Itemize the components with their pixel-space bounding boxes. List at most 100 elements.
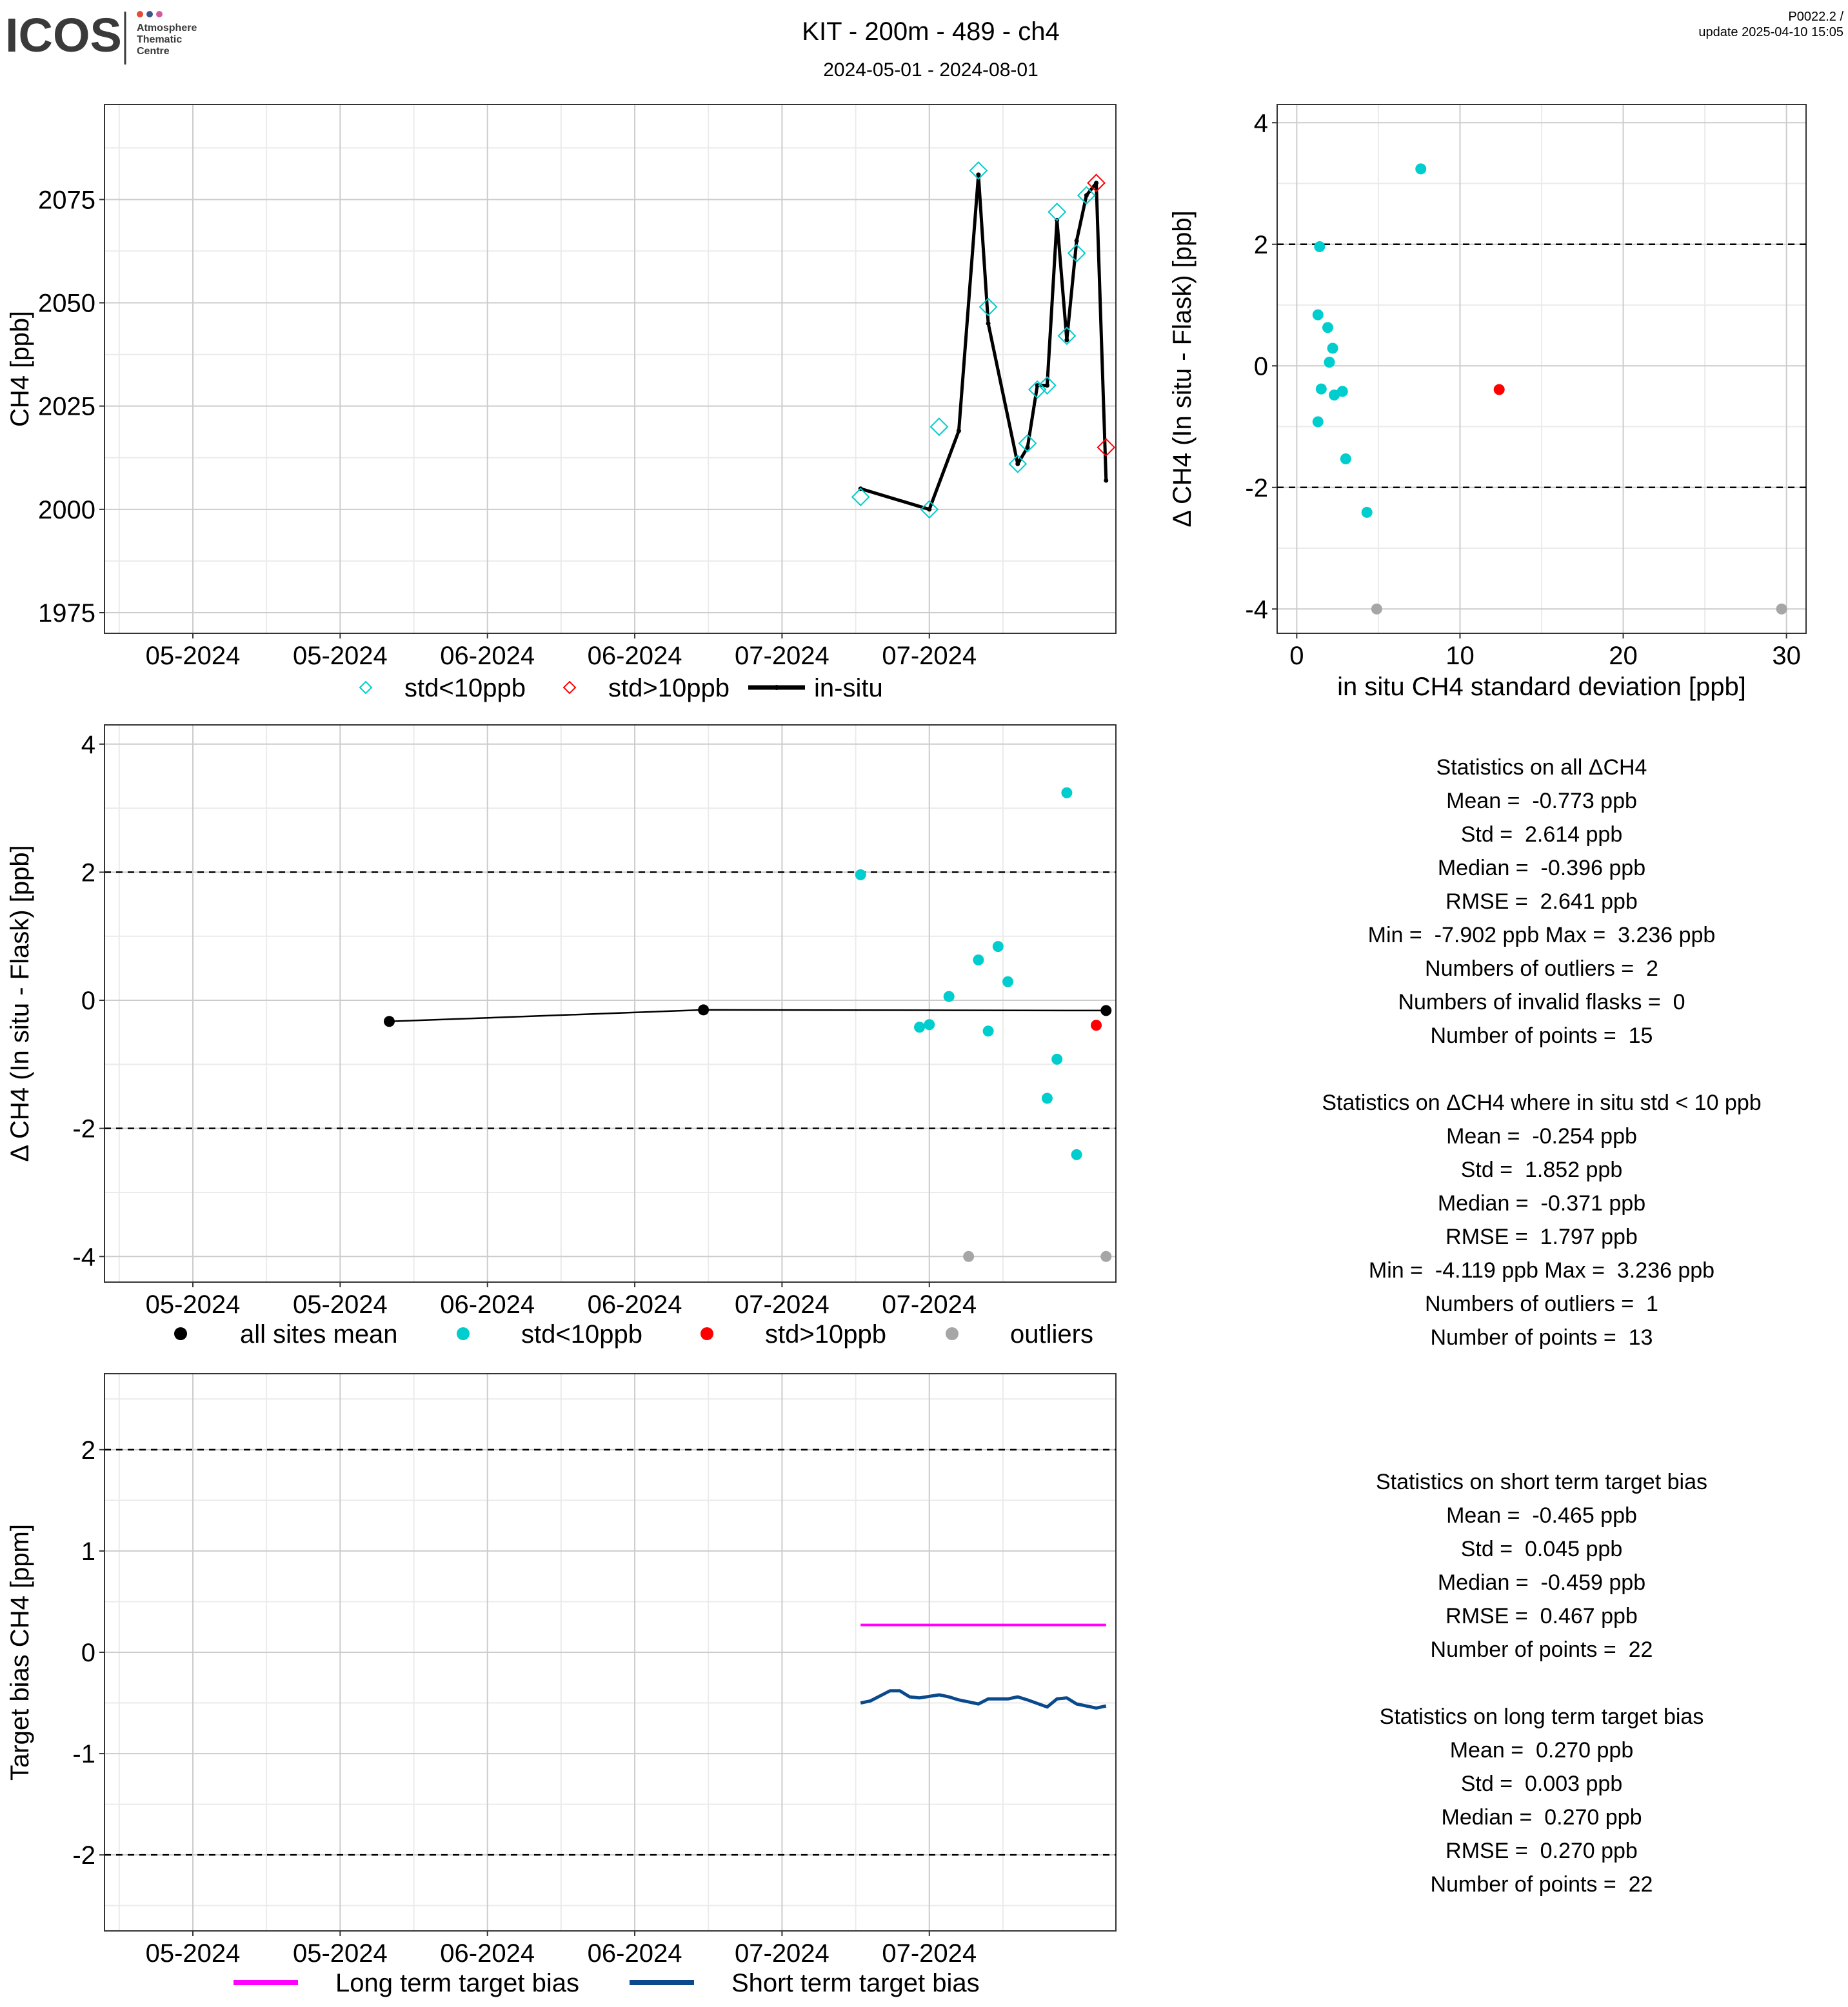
stats-line: RMSE = 0.467 ppb bbox=[1446, 1604, 1638, 1628]
dvs-std-lt10-point bbox=[1329, 390, 1340, 401]
dvs-std-lt10-point bbox=[1340, 453, 1351, 464]
tb-y-tick-label: -1 bbox=[72, 1740, 95, 1768]
insitu-point bbox=[976, 172, 981, 177]
legend-outliers-key bbox=[946, 1327, 959, 1340]
stats-line: Number of points = 22 bbox=[1430, 1637, 1653, 1662]
dvs-y-tick-label: -4 bbox=[1245, 595, 1268, 624]
flask-std-lt10-marker bbox=[1067, 244, 1086, 263]
ts-x-tick-label: 05-2024 bbox=[293, 642, 388, 670]
ts-y-tick-label: 2050 bbox=[38, 290, 95, 318]
ts-x-tick-label: 06-2024 bbox=[440, 642, 535, 670]
dvs-y-tick-label: 4 bbox=[1254, 109, 1268, 137]
insitu-point bbox=[927, 507, 932, 512]
dvs-std-lt10-point bbox=[1312, 416, 1324, 428]
stats-line: Statistics on short term target bias bbox=[1376, 1470, 1707, 1494]
dvs-std-lt10-point bbox=[1361, 506, 1373, 518]
stats-line: Number of points = 22 bbox=[1430, 1872, 1653, 1897]
stats-line: Statistics on all ΔCH4 bbox=[1436, 755, 1647, 780]
dts-std-lt10-point bbox=[1002, 976, 1014, 987]
legend-insitu-label: in-situ bbox=[814, 674, 883, 702]
legend-short-bias-label: Short term target bias bbox=[731, 1969, 980, 1997]
tb-y-tick-label: 2 bbox=[81, 1436, 95, 1465]
figure-subtitle: 2024-05-01 - 2024-08-01 bbox=[823, 59, 1038, 81]
stats-line: RMSE = 0.270 ppb bbox=[1446, 1839, 1638, 1863]
dts-x-tick-label: 06-2024 bbox=[588, 1290, 682, 1319]
tb-x-tick-label: 06-2024 bbox=[440, 1939, 535, 1968]
legend-std-gt10-key bbox=[700, 1327, 713, 1340]
stats-line bbox=[1284, 1053, 1800, 1086]
tb-y-tick-label: -2 bbox=[72, 1841, 95, 1870]
dts-std-lt10-point bbox=[992, 941, 1004, 953]
legend-all-sites-mean-key bbox=[174, 1327, 187, 1340]
dvs-y-tick-label: -2 bbox=[1245, 474, 1268, 502]
dvs-std-lt10-point bbox=[1327, 342, 1338, 354]
dts-x-tick-label: 05-2024 bbox=[146, 1290, 241, 1319]
dvs-std-lt10-point bbox=[1314, 241, 1326, 253]
dts-y-tick-label: 4 bbox=[81, 731, 95, 759]
insitu-point bbox=[1064, 337, 1069, 342]
tb-x-tick-label: 07-2024 bbox=[882, 1939, 977, 1968]
stats-line: Mean = -0.773 ppb bbox=[1446, 789, 1637, 813]
tb-y-tick-label: 0 bbox=[81, 1639, 95, 1667]
dts-std-gt10-point bbox=[1091, 1020, 1102, 1031]
dts-y-axis-label: Δ CH4 (In situ - Flask) [ppb] bbox=[6, 845, 34, 1162]
dts-std-lt10-point bbox=[1051, 1053, 1063, 1065]
stats-line: Min = -4.119 ppb Max = 3.236 ppb bbox=[1368, 1258, 1715, 1283]
ts-x-tick-label: 07-2024 bbox=[735, 642, 830, 670]
dvs-outlier-point bbox=[1776, 603, 1787, 615]
logo-text: ICOS bbox=[5, 8, 122, 62]
dvs-std-lt10-point bbox=[1322, 322, 1333, 333]
dts-y-tick-label: 0 bbox=[81, 987, 95, 1015]
tb-x-tick-label: 06-2024 bbox=[588, 1939, 682, 1968]
dts-std-lt10-point bbox=[973, 954, 984, 965]
insitu-point bbox=[1094, 181, 1099, 186]
dvs-y-tick-label: 2 bbox=[1254, 231, 1268, 259]
insitu-point bbox=[1044, 383, 1049, 388]
tb-x-tick-label: 05-2024 bbox=[146, 1939, 241, 1968]
dvs-outlier-point bbox=[1371, 603, 1382, 615]
dvs-x-tick-label: 10 bbox=[1446, 642, 1475, 670]
dts-std-lt10-point bbox=[924, 1019, 935, 1031]
dts-x-tick-label: 05-2024 bbox=[293, 1290, 388, 1319]
logo-sub-1: Atmosphere bbox=[137, 23, 197, 34]
dts-std-lt10-point bbox=[1041, 1092, 1053, 1104]
version-label: P0022.2 / bbox=[1788, 10, 1843, 24]
ts-x-tick-label: 07-2024 bbox=[882, 642, 977, 670]
legend-outliers-label: outliers bbox=[1010, 1320, 1093, 1349]
insitu-point bbox=[1015, 461, 1020, 466]
dts-std-lt10-point bbox=[1071, 1149, 1082, 1160]
stats-line: Numbers of outliers = 1 bbox=[1425, 1292, 1658, 1316]
dts-mean-line bbox=[389, 1009, 1106, 1023]
legend-std-lt10-label: std<10ppb bbox=[521, 1320, 642, 1349]
flask-std-lt10-marker bbox=[979, 297, 998, 317]
dvs-x-tick-label: 0 bbox=[1289, 642, 1304, 670]
legend-std-gt10-label: std>10ppb bbox=[608, 674, 730, 702]
flask-std-gt10-marker bbox=[1087, 173, 1106, 193]
insitu-point bbox=[1025, 445, 1030, 450]
legend-std-lt10-key bbox=[359, 680, 373, 695]
stats-line: Median = -0.396 ppb bbox=[1437, 856, 1646, 880]
dvs-x-axis-label: in situ CH4 standard deviation [ppb] bbox=[1337, 673, 1746, 701]
flask-std-lt10-marker bbox=[851, 488, 870, 507]
legend-all-sites-mean-label: all sites mean bbox=[240, 1320, 398, 1349]
ts-y-tick-label: 2075 bbox=[38, 186, 95, 214]
flask-std-lt10-marker bbox=[1048, 203, 1067, 221]
stats-line: Min = -7.902 ppb Max = 3.236 ppb bbox=[1367, 923, 1716, 947]
dts-y-tick-label: 2 bbox=[81, 858, 95, 887]
insitu-point bbox=[1074, 238, 1079, 243]
dvs-std-lt10-point bbox=[1415, 163, 1427, 175]
ts-panel-border bbox=[104, 104, 1117, 634]
stats-line: Std = 0.003 ppb bbox=[1460, 1772, 1623, 1796]
dts-y-tick-label: -2 bbox=[72, 1115, 95, 1143]
stats-line: Statistics on ΔCH4 where in situ std < 1… bbox=[1322, 1091, 1762, 1115]
ts-y-tick-label: 2000 bbox=[38, 496, 95, 524]
dts-std-lt10-point bbox=[855, 869, 866, 880]
dts-outlier-point bbox=[963, 1251, 975, 1262]
ts-y-tick-label: 1975 bbox=[38, 599, 95, 628]
legend-std-gt10-key bbox=[562, 680, 577, 695]
flask-std-lt10-marker bbox=[1038, 376, 1057, 395]
flask-std-lt10-marker bbox=[1057, 326, 1077, 346]
stats-line: Median = 0.270 ppb bbox=[1441, 1805, 1642, 1830]
tb-y-tick-label: 1 bbox=[81, 1537, 95, 1566]
stats-line: Number of points = 15 bbox=[1430, 1023, 1653, 1048]
